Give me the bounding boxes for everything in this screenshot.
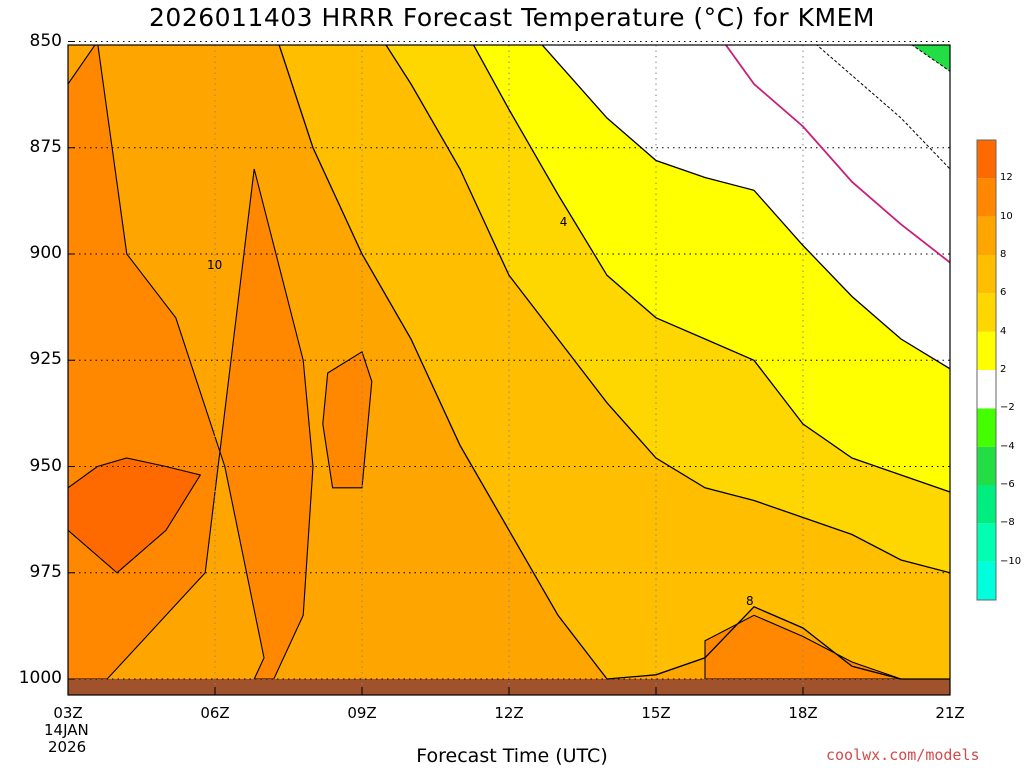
colorbar-segment bbox=[977, 408, 996, 447]
colorbar-segment bbox=[977, 178, 996, 217]
colorbar-segment bbox=[977, 446, 996, 485]
y-tick-label: 925 bbox=[29, 349, 62, 370]
colorbar-tick-label: −6 bbox=[1000, 479, 1015, 490]
x-axis-label: Forecast Time (UTC) bbox=[416, 745, 608, 767]
x-tick-label: 03Z bbox=[53, 704, 83, 722]
contour-line-0 bbox=[724, 45, 950, 264]
colorbar-tick-label: 8 bbox=[1000, 249, 1007, 260]
x-tick-label: 15Z bbox=[641, 704, 671, 722]
colorbar-segment bbox=[977, 331, 996, 370]
colorbar-segment bbox=[977, 140, 996, 179]
x-tick-label: 18Z bbox=[788, 704, 818, 722]
colorbar-tick-label: 4 bbox=[1000, 325, 1007, 337]
contour-lines bbox=[278, 45, 950, 680]
plot-frame bbox=[67, 44, 951, 696]
date-label-year: 2026 bbox=[48, 738, 87, 756]
colorbar-tick-label: −4 bbox=[1000, 440, 1015, 452]
colorbar-segment bbox=[977, 561, 996, 600]
contour-line-2 bbox=[541, 45, 950, 370]
y-tick-label: 975 bbox=[29, 561, 62, 582]
colorbar-segment bbox=[977, 216, 996, 255]
colorbar-segment bbox=[977, 370, 996, 409]
contour-line-4 bbox=[472, 45, 950, 493]
colorbar-tick-label: −2 bbox=[1000, 402, 1015, 414]
contour-label-4: 4 bbox=[559, 215, 568, 230]
contour-label-10: 10 bbox=[207, 257, 223, 272]
contour-line-6 bbox=[385, 45, 950, 574]
colorbar-segment bbox=[977, 255, 996, 294]
colorbar-tick-label: 12 bbox=[1000, 172, 1013, 184]
x-tick-label: 21Z bbox=[935, 704, 965, 722]
colorbar-tick-label: 6 bbox=[1000, 287, 1007, 299]
colorbar-segment bbox=[977, 523, 996, 562]
x-tick-label: 09Z bbox=[347, 704, 377, 722]
y-tick-label: 900 bbox=[29, 243, 62, 263]
y-tick-label: 1000 bbox=[18, 668, 62, 688]
colorbar-tick-label: −8 bbox=[1000, 517, 1015, 529]
colorbar-frame bbox=[976, 139, 997, 601]
colorbar-tick-label: −10 bbox=[1000, 555, 1022, 567]
contour-label-8: 8 bbox=[746, 593, 754, 608]
y-tick-label: 875 bbox=[29, 136, 62, 157]
colorbar-segment bbox=[977, 293, 996, 332]
y-tick-label: 950 bbox=[29, 455, 62, 476]
warm-core-1 bbox=[68, 457, 202, 574]
y-tick-label: 850 bbox=[29, 30, 62, 51]
x-tick-label: 06Z bbox=[200, 704, 230, 722]
colorbar-tick-label: 10 bbox=[1000, 210, 1013, 222]
colorbar-tick-label: 2 bbox=[1000, 364, 1007, 375]
date-label-day: 14JAN bbox=[44, 721, 89, 739]
chart-title: 2026011403 HRRR Forecast Temperature (°C… bbox=[149, 3, 875, 32]
colorbar-segment bbox=[977, 485, 996, 524]
contour-line-8 bbox=[278, 45, 950, 680]
colorbar bbox=[976, 139, 997, 601]
warm-core-2 bbox=[322, 350, 373, 489]
x-tick-label: 12Z bbox=[494, 704, 524, 722]
source-credit: coolwx.com/models bbox=[826, 746, 980, 764]
